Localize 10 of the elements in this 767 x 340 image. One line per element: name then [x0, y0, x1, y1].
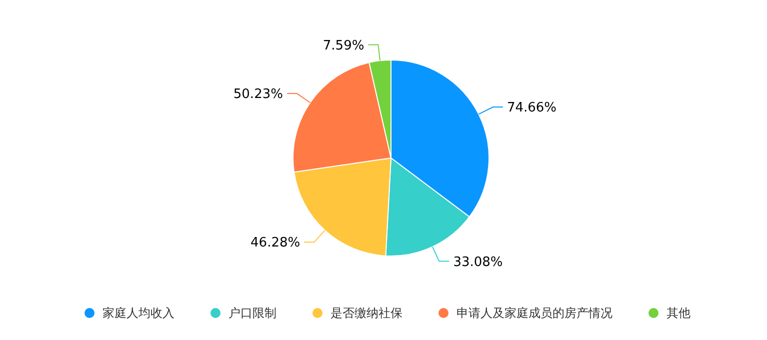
legend-label: 其他	[666, 306, 690, 320]
legend-label: 申请人及家庭成员的房产情况	[456, 306, 612, 320]
legend-label: 家庭人均收入	[102, 306, 174, 320]
data-label: 33.08%	[453, 254, 503, 270]
data-label: 46.28%	[250, 236, 300, 251]
legend-label: 是否缴纳社保	[330, 306, 402, 320]
data-label: 74.66%	[506, 100, 557, 116]
data-label: 7.59%	[322, 38, 364, 54]
data-label: 50.23%	[233, 87, 283, 102]
legend-label: 户口限制	[228, 306, 276, 320]
